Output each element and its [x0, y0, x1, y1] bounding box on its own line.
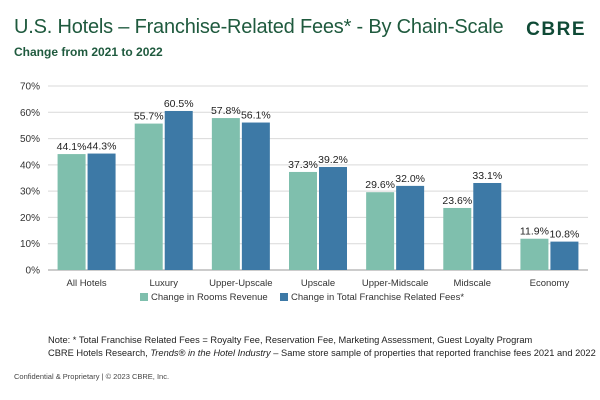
- copyright-footer: Confidential & Proprietary | © 2023 CBRE…: [14, 372, 170, 381]
- data-label: 57.8%: [211, 105, 241, 117]
- footnote-publication: Trends® in the Hotel Industry: [150, 348, 271, 358]
- bar: [366, 192, 395, 270]
- y-tick-label: 30%: [20, 187, 40, 198]
- bar: [87, 153, 116, 270]
- data-label: 44.3%: [87, 141, 117, 153]
- cbre-logo: CBRE: [526, 19, 586, 40]
- legend-swatch: [280, 293, 288, 301]
- y-tick-label: 70%: [20, 82, 40, 93]
- y-tick-label: 0%: [26, 266, 41, 277]
- data-label: 11.9%: [520, 226, 549, 238]
- footnote: Note: * Total Franchise Related Fees = R…: [48, 334, 596, 360]
- data-label: 60.5%: [164, 98, 194, 110]
- y-tick-label: 20%: [20, 213, 40, 224]
- bar: [134, 123, 163, 271]
- x-tick-label: Midscale: [454, 278, 492, 289]
- bar: [520, 238, 549, 270]
- x-tick-label: Economy: [530, 278, 570, 289]
- x-tick-label: Upscale: [301, 278, 335, 289]
- data-label: 39.2%: [318, 154, 348, 166]
- data-label: 56.1%: [241, 110, 271, 122]
- x-tick-label: Luxury: [149, 278, 178, 289]
- bar: [319, 166, 347, 270]
- bar-chart: 0% 10% 20% 30% 40% 50% 60% 70% 44.1% 44.3% All Hot…: [20, 82, 588, 303]
- bar: [396, 185, 425, 270]
- bar: [164, 110, 193, 270]
- footnote-sample: – Same store sample of properties that r…: [270, 348, 596, 358]
- bar: [443, 207, 472, 270]
- chart-subtitle: Change from 2021 to 2022: [14, 45, 163, 59]
- y-tick-label: 10%: [20, 239, 40, 250]
- footnote-source: CBRE Hotels Research,: [48, 348, 151, 358]
- footnote-line-2: CBRE Hotels Research, Trends® in the Hot…: [48, 347, 596, 360]
- chart-title: U.S. Hotels – Franchise-Related Fees* - …: [14, 16, 504, 38]
- footnote-line-1: Note: * Total Franchise Related Fees = R…: [48, 335, 533, 345]
- data-label: 33.1%: [472, 170, 502, 182]
- bar: [550, 241, 579, 270]
- x-tick-label: All Hotels: [67, 278, 107, 289]
- y-tick-label: 50%: [20, 134, 40, 145]
- data-label: 29.6%: [365, 179, 395, 191]
- x-tick-label: Upper-Midscale: [362, 278, 429, 289]
- data-label: 44.1%: [57, 141, 87, 153]
- bar: [241, 122, 270, 270]
- legend-swatch: [140, 293, 148, 301]
- data-label: 10.8%: [550, 229, 580, 241]
- legend-label: Change in Total Franchise Related Fees*: [291, 292, 464, 303]
- legend-label: Change in Rooms Revenue: [151, 292, 268, 303]
- bar: [57, 154, 86, 270]
- y-tick-label: 40%: [20, 160, 40, 171]
- data-label: 32.0%: [395, 173, 425, 185]
- data-label: 55.7%: [134, 111, 164, 123]
- bar: [211, 118, 240, 270]
- bar: [289, 171, 317, 270]
- x-tick-label: Upper-Upscale: [209, 278, 272, 289]
- data-label: 37.3%: [288, 159, 318, 171]
- bar: [473, 182, 502, 270]
- data-label: 23.6%: [442, 195, 472, 207]
- y-tick-label: 60%: [20, 108, 40, 119]
